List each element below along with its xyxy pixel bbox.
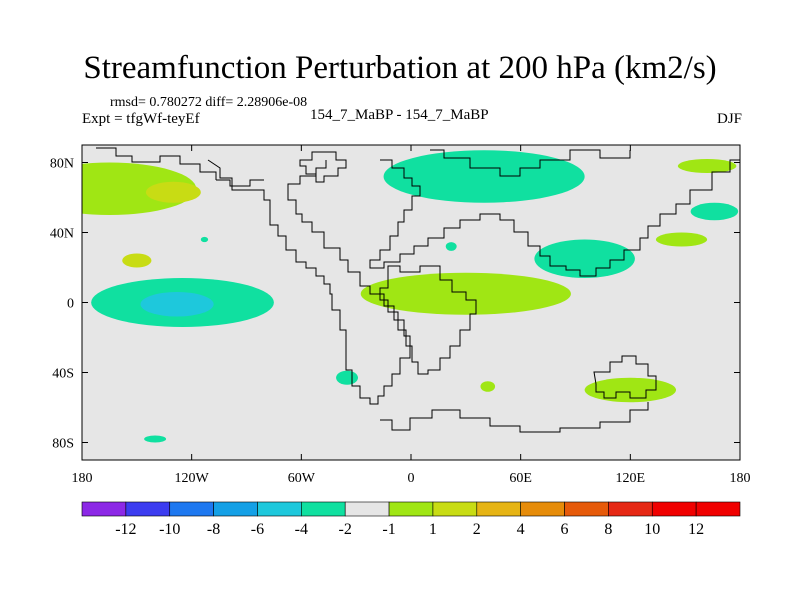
- x-tick-label: 120E: [616, 471, 646, 486]
- y-tick-label: 40N: [50, 227, 74, 242]
- anomaly-pacific-small-negative: [144, 435, 167, 443]
- colorbar-box: [169, 501, 214, 517]
- colorbar-label: -2: [339, 521, 352, 538]
- anomaly-south-indian-small-positive: [480, 381, 496, 392]
- colorbar-box: [476, 501, 521, 517]
- anomaly-north-pacific-core: [145, 181, 201, 203]
- colorbar-label: -1: [382, 521, 395, 538]
- x-tick-label: 60W: [288, 471, 316, 486]
- y-tick-label: 0: [67, 297, 74, 312]
- coastline-australia: [593, 355, 657, 399]
- coastline-siberia: [430, 149, 631, 177]
- season-label: DJF: [716, 111, 742, 127]
- chart-title: Streamfunction Perturbation at 200 hPa (…: [83, 50, 717, 86]
- coastline-greenland: [299, 151, 347, 183]
- colorbar-label: 8: [604, 521, 612, 538]
- anomaly-bering-positive: [677, 159, 737, 173]
- colorbar-box: [651, 501, 697, 517]
- colorbar-box: [301, 501, 346, 517]
- anomaly-arctic-eurasia-negative: [383, 150, 585, 203]
- colorbar-label: 12: [688, 521, 704, 538]
- coastline-africa: [379, 265, 477, 375]
- colorbar-box: [564, 501, 609, 517]
- y-tick-label: 40S: [52, 367, 74, 382]
- x-tick-label: 0: [408, 471, 415, 486]
- x-tick-label: 180: [730, 471, 751, 486]
- coastline-arctic-canada: [96, 147, 217, 180]
- colorbar-label: -6: [251, 521, 264, 538]
- colorbar-box: [432, 501, 478, 517]
- colorbar-label: -10: [159, 521, 180, 538]
- anomaly-asia-dot-negative: [445, 242, 457, 251]
- colorbar: -12 -10 -8 -6 -4 -2 -1 1 2 4 6 8 10 12: [81, 501, 741, 538]
- anomaly-south-atlantic-negative: [336, 370, 358, 385]
- anomaly-pacific-positive-east: [655, 232, 708, 247]
- coastline-americas: [207, 159, 411, 405]
- colorbar-label: 6: [561, 521, 569, 538]
- y-tick-label: 80S: [52, 437, 74, 452]
- stat-line: rmsd= 0.780272 diff= 2.28906e-08: [110, 95, 308, 110]
- colorbar-label: 2: [473, 521, 481, 538]
- colorbar-box: [608, 501, 653, 517]
- colorbar-label: 1: [429, 521, 437, 538]
- coastline-antarctica: [380, 402, 649, 433]
- y-tick-label: 80N: [50, 157, 74, 172]
- anomaly-north-pacific-negative: [690, 202, 739, 221]
- colorbar-box: [388, 501, 434, 517]
- anomaly-northeast-pacific-core: [122, 253, 152, 268]
- colorbar-label: 4: [517, 521, 525, 538]
- colorbar-label: -4: [295, 521, 308, 538]
- coastline-eurasia: [369, 159, 740, 277]
- anomaly-pacific-dot-negative: [200, 236, 209, 243]
- colorbar-box: [257, 501, 302, 517]
- anomaly-asia-negative: [534, 239, 635, 278]
- axis-ticks: 180 120W 60W 0 60E 120E 180 80N 40N 0 40S 80S: [50, 145, 751, 486]
- colorbar-label: 10: [644, 521, 660, 538]
- coastline-layer: [96, 147, 740, 433]
- colorbar-box: [213, 501, 258, 517]
- colorbar-label: -12: [115, 521, 136, 538]
- colorbar-box: [81, 501, 127, 517]
- anomaly-tropical-pacific-core: [140, 292, 214, 317]
- colorbar-label: -8: [207, 521, 220, 538]
- colorbar-box: [125, 501, 171, 517]
- colorbar-box: [520, 501, 565, 517]
- colorbar-box: [344, 501, 390, 517]
- x-tick-label: 120W: [175, 471, 210, 486]
- case-label: 154_7_MaBP - 154_7_MaBP: [310, 107, 489, 123]
- x-tick-label: 60E: [509, 471, 532, 486]
- experiment-label: Expt = tfgWf-teyEf: [82, 111, 200, 127]
- coastline-alaska: [216, 179, 264, 187]
- anomaly-south-indian-positive: [584, 377, 677, 403]
- x-tick-label: 180: [72, 471, 93, 486]
- colorbar-box: [695, 501, 741, 517]
